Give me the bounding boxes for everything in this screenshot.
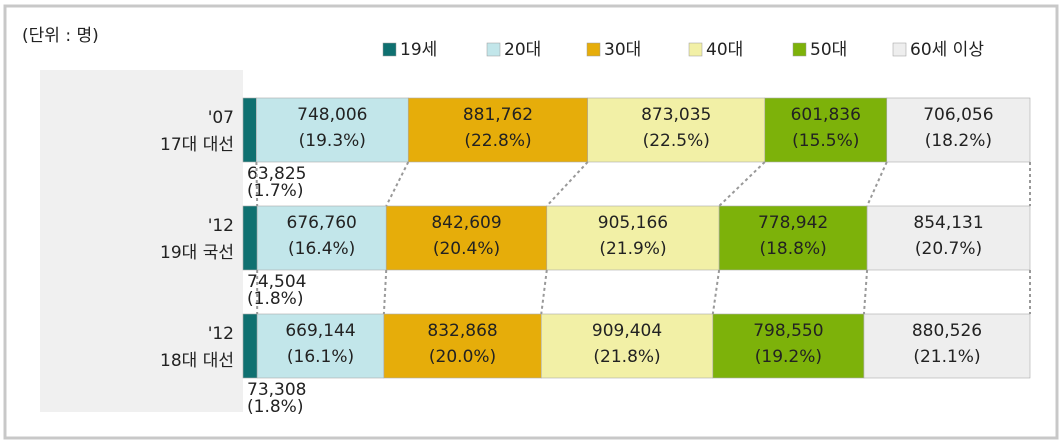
value-label: (20.0%) xyxy=(429,347,496,367)
connector xyxy=(862,269,869,315)
value-label: (1.7%) xyxy=(247,181,303,201)
value-label: (1.8%) xyxy=(247,397,303,417)
value-label: (1.8%) xyxy=(247,289,303,309)
legend-swatch xyxy=(892,42,907,57)
count-label: 798,550 xyxy=(753,321,823,341)
count-label: 842,609 xyxy=(431,213,501,233)
bar-segment xyxy=(242,313,258,379)
bar-segment xyxy=(540,313,714,379)
legend-label: 20대 xyxy=(504,40,541,60)
unit-label: (단위 : 명) xyxy=(22,26,99,46)
count-label: 881,762 xyxy=(463,105,533,125)
value-label: (20.7%) xyxy=(915,239,982,259)
bar-segment xyxy=(385,205,548,271)
category-label: 17대 대선 xyxy=(160,135,234,155)
legend-swatch xyxy=(792,42,807,57)
count-label: 832,868 xyxy=(427,321,497,341)
legend-swatch xyxy=(486,42,501,57)
connector xyxy=(382,269,388,315)
connector xyxy=(540,269,548,315)
category-label: 18대 대선 xyxy=(160,351,234,371)
count-label: 778,942 xyxy=(758,213,828,233)
count-label: 909,404 xyxy=(592,321,662,341)
value-label: (18.8%) xyxy=(759,239,826,259)
value-label: (16.1%) xyxy=(287,347,354,367)
legend-label: 19세 xyxy=(400,40,437,60)
connector xyxy=(546,161,589,207)
count-label: 880,526 xyxy=(912,321,982,341)
category-panel xyxy=(40,70,243,412)
bar-segment xyxy=(256,313,385,379)
legend-swatch xyxy=(688,42,703,57)
category-label: '12 xyxy=(208,324,234,344)
value-label: (18.2%) xyxy=(925,131,992,151)
legend-label: 60세 이상 xyxy=(910,40,984,60)
bar-segment xyxy=(242,205,258,271)
bar-segment xyxy=(866,205,1031,271)
bar-segment xyxy=(764,97,888,163)
value-label: (15.5%) xyxy=(792,131,859,151)
count-label: 601,836 xyxy=(791,105,861,125)
connector xyxy=(255,161,259,207)
bar-segment xyxy=(407,97,589,163)
count-label: 748,006 xyxy=(297,105,367,125)
count-label: 73,308 xyxy=(247,380,306,400)
count-label: 706,056 xyxy=(923,105,993,125)
connector xyxy=(718,161,766,207)
legend-label: 40대 xyxy=(706,40,743,60)
count-label: 873,035 xyxy=(641,105,711,125)
value-label: (22.8%) xyxy=(464,131,531,151)
count-label: 676,760 xyxy=(287,213,357,233)
category-label: '07 xyxy=(208,108,234,128)
value-label: (19.3%) xyxy=(299,131,366,151)
bar-segment xyxy=(718,205,868,271)
bar-segment xyxy=(256,205,387,271)
value-label: (16.4%) xyxy=(288,239,355,259)
bar-segment xyxy=(886,97,1031,163)
bar-segment xyxy=(712,313,865,379)
value-label: (22.5%) xyxy=(643,131,710,151)
count-label: 669,144 xyxy=(285,321,355,341)
count-label: 905,166 xyxy=(598,213,668,233)
connector xyxy=(385,161,410,207)
legend-swatch xyxy=(382,42,397,57)
category-label: '12 xyxy=(208,216,234,236)
count-label: 854,131 xyxy=(913,213,983,233)
value-label: (21.8%) xyxy=(593,347,660,367)
count-label: 74,504 xyxy=(247,272,306,292)
legend-swatch xyxy=(586,42,601,57)
bar-segment xyxy=(242,97,257,163)
bar-segment xyxy=(546,205,720,271)
count-label: 63,825 xyxy=(247,164,306,184)
connector xyxy=(711,269,721,315)
category-label: 19대 국선 xyxy=(160,243,234,263)
value-label: (21.1%) xyxy=(913,347,980,367)
bar-segment xyxy=(863,313,1031,379)
bar-segment xyxy=(587,97,766,163)
legend-label: 50대 xyxy=(810,40,847,60)
connector xyxy=(866,161,888,207)
value-label: (21.9%) xyxy=(599,239,666,259)
value-label: (19.2%) xyxy=(755,347,822,367)
bar-segment xyxy=(383,313,542,379)
legend-label: 30대 xyxy=(604,40,641,60)
value-label: (20.4%) xyxy=(433,239,500,259)
